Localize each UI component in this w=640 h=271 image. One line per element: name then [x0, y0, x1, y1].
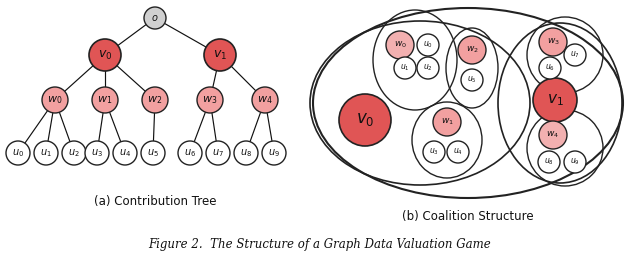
Circle shape: [92, 87, 118, 113]
Text: $w_{3}$: $w_{3}$: [547, 37, 559, 47]
Text: $u_{1}$: $u_{1}$: [40, 147, 52, 159]
Text: $u_{1}$: $u_{1}$: [400, 63, 410, 73]
Text: $u_{5}$: $u_{5}$: [147, 147, 159, 159]
Circle shape: [85, 141, 109, 165]
Text: $v_{0}$: $v_{0}$: [356, 111, 374, 128]
Circle shape: [206, 141, 230, 165]
Circle shape: [113, 141, 137, 165]
Text: $u_{7}$: $u_{7}$: [212, 147, 224, 159]
Circle shape: [42, 87, 68, 113]
Circle shape: [144, 7, 166, 29]
Text: $u_{8}$: $u_{8}$: [240, 147, 252, 159]
Circle shape: [539, 57, 561, 79]
Text: $u_{3}$: $u_{3}$: [91, 147, 103, 159]
Text: $w_{4}$: $w_{4}$: [547, 130, 559, 140]
Circle shape: [197, 87, 223, 113]
Text: $w_{2}$: $w_{2}$: [466, 45, 478, 55]
Text: $u_{7}$: $u_{7}$: [570, 50, 580, 60]
Text: $u_{3}$: $u_{3}$: [429, 147, 439, 157]
Circle shape: [458, 36, 486, 64]
Circle shape: [461, 69, 483, 91]
Text: $u_{4}$: $u_{4}$: [453, 147, 463, 157]
Circle shape: [262, 141, 286, 165]
Text: $w_{1}$: $w_{1}$: [440, 117, 453, 127]
Text: $o$: $o$: [151, 13, 159, 23]
Text: (a) Contribution Tree: (a) Contribution Tree: [93, 195, 216, 208]
Circle shape: [533, 78, 577, 122]
Text: $w_{2}$: $w_{2}$: [147, 94, 163, 106]
Circle shape: [178, 141, 202, 165]
Text: $u_{6}$: $u_{6}$: [545, 63, 555, 73]
Text: $v_{1}$: $v_{1}$: [213, 49, 227, 62]
Circle shape: [447, 141, 469, 163]
Circle shape: [89, 39, 121, 71]
Circle shape: [417, 34, 439, 56]
Circle shape: [539, 121, 567, 149]
Text: $v_{1}$: $v_{1}$: [547, 92, 563, 108]
Text: $w_{0}$: $w_{0}$: [47, 94, 63, 106]
Text: Figure 2.  The Structure of a Graph Data Valuation Game: Figure 2. The Structure of a Graph Data …: [148, 238, 492, 251]
Circle shape: [564, 151, 586, 173]
Circle shape: [539, 28, 567, 56]
Circle shape: [141, 141, 165, 165]
Circle shape: [417, 57, 439, 79]
Text: $w_{4}$: $w_{4}$: [257, 94, 273, 106]
Text: $u_{9}$: $u_{9}$: [268, 147, 280, 159]
Text: $u_{2}$: $u_{2}$: [68, 147, 80, 159]
Text: (b) Coalition Structure: (b) Coalition Structure: [402, 210, 534, 223]
Text: $u_{0}$: $u_{0}$: [423, 40, 433, 50]
Text: $w_{1}$: $w_{1}$: [97, 94, 113, 106]
Text: $w_{3}$: $w_{3}$: [202, 94, 218, 106]
Text: $u_{2}$: $u_{2}$: [423, 63, 433, 73]
Text: $u_{0}$: $u_{0}$: [12, 147, 24, 159]
Text: $u_{9}$: $u_{9}$: [570, 157, 580, 167]
Circle shape: [34, 141, 58, 165]
Text: $u_{4}$: $u_{4}$: [119, 147, 131, 159]
Text: $u_{5}$: $u_{5}$: [467, 75, 477, 85]
Text: $u_{6}$: $u_{6}$: [184, 147, 196, 159]
Circle shape: [339, 94, 391, 146]
Circle shape: [142, 87, 168, 113]
Circle shape: [423, 141, 445, 163]
Text: $u_{8}$: $u_{8}$: [544, 157, 554, 167]
Text: $v_{0}$: $v_{0}$: [98, 49, 112, 62]
Circle shape: [6, 141, 30, 165]
Circle shape: [386, 31, 414, 59]
Circle shape: [252, 87, 278, 113]
Text: $w_{0}$: $w_{0}$: [394, 40, 406, 50]
Circle shape: [204, 39, 236, 71]
Circle shape: [564, 44, 586, 66]
Circle shape: [433, 108, 461, 136]
Circle shape: [538, 151, 560, 173]
Circle shape: [234, 141, 258, 165]
Circle shape: [394, 57, 416, 79]
Circle shape: [62, 141, 86, 165]
